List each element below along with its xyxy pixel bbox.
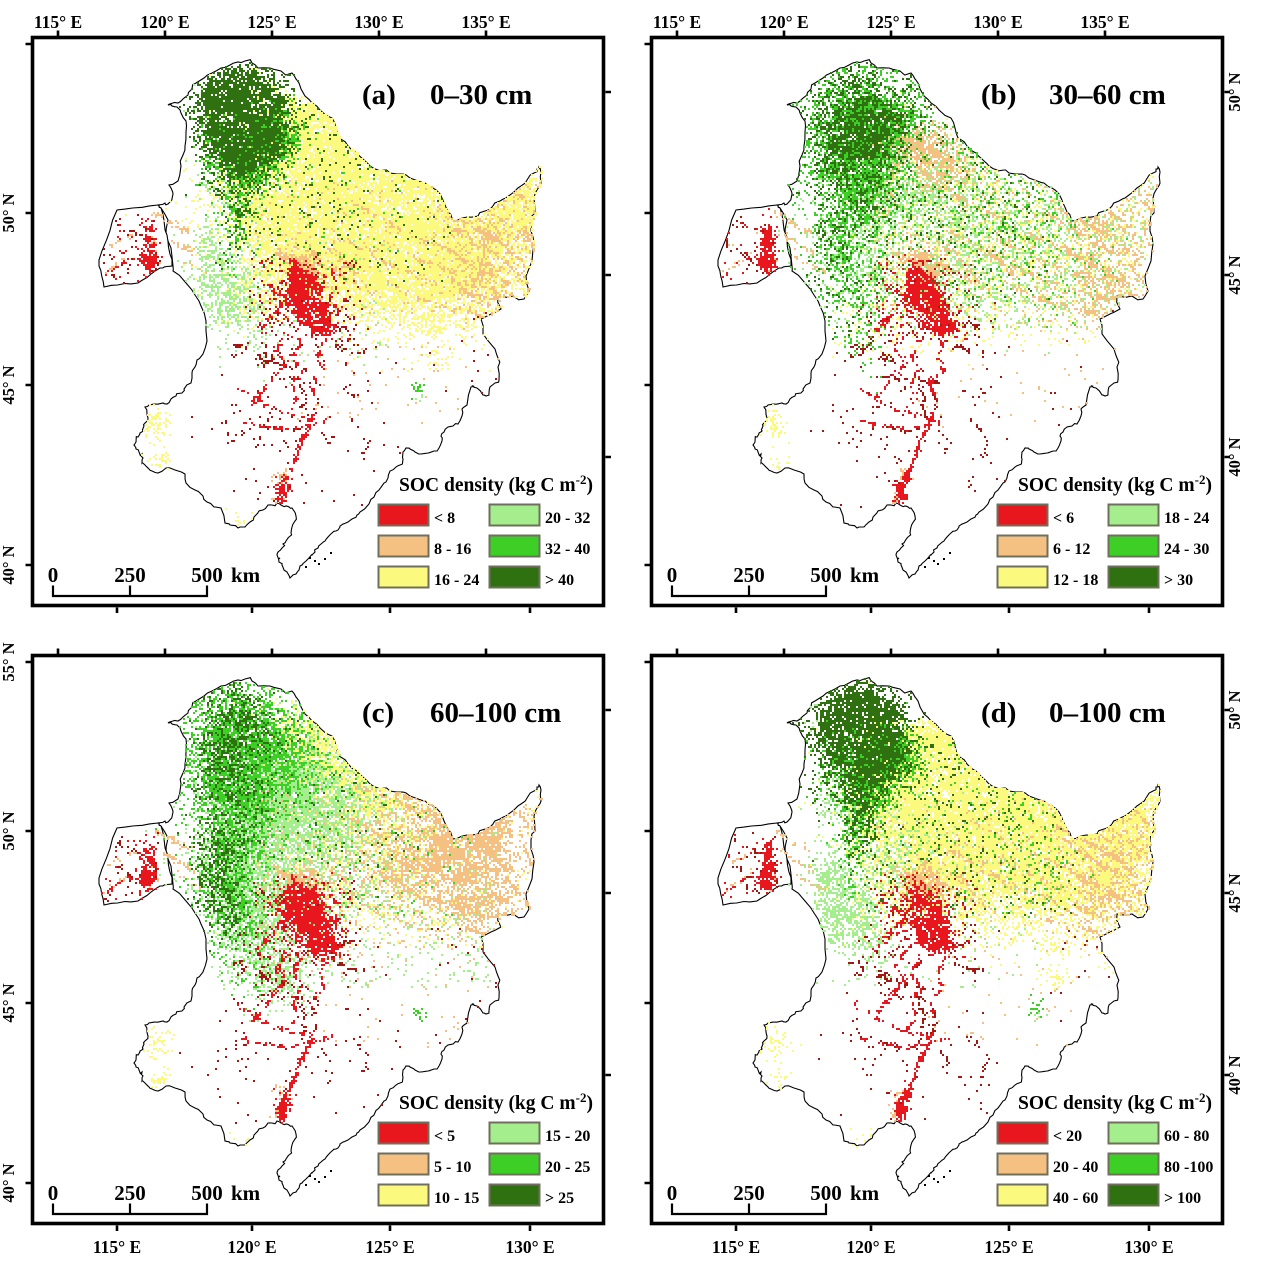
svg-text:SOC density (kg C m-2): SOC density (kg C m-2) <box>399 472 593 496</box>
svg-text:50° N: 50° N <box>1225 72 1244 111</box>
svg-text:500: 500 <box>810 1181 842 1205</box>
svg-text:40° N: 40° N <box>0 545 18 584</box>
svg-text:40° N: 40° N <box>0 1163 18 1202</box>
svg-text:130° E: 130° E <box>354 12 403 32</box>
svg-text:km: km <box>850 563 880 587</box>
svg-text:(c): (c) <box>362 697 394 729</box>
svg-text:< 6: < 6 <box>1053 510 1074 527</box>
svg-text:250: 250 <box>733 563 765 587</box>
svg-text:0–30 cm: 0–30 cm <box>430 79 532 111</box>
svg-text:135° E: 135° E <box>461 12 510 32</box>
svg-text:115° E: 115° E <box>712 1237 760 1257</box>
svg-text:(d): (d) <box>981 697 1016 729</box>
svg-text:km: km <box>231 563 261 587</box>
svg-text:(b): (b) <box>981 79 1016 111</box>
svg-text:SOC density (kg C m-2): SOC density (kg C m-2) <box>399 1090 593 1114</box>
svg-text:500: 500 <box>810 563 842 587</box>
svg-text:< 20: < 20 <box>1053 1128 1082 1145</box>
svg-text:40° N: 40° N <box>1225 437 1244 476</box>
svg-text:50° N: 50° N <box>0 193 18 232</box>
svg-text:SOC density (kg C m-2): SOC density (kg C m-2) <box>1018 1090 1212 1114</box>
svg-text:km: km <box>231 1181 261 1205</box>
svg-text:45° N: 45° N <box>0 365 18 404</box>
svg-text:80 -100: 80 -100 <box>1164 1159 1213 1176</box>
svg-text:40 - 60: 40 - 60 <box>1053 1190 1098 1207</box>
svg-text:20 - 32: 20 - 32 <box>545 510 590 527</box>
svg-text:120° E: 120° E <box>227 1237 276 1257</box>
svg-text:500: 500 <box>191 563 223 587</box>
svg-text:120° E: 120° E <box>846 1237 895 1257</box>
svg-text:< 8: < 8 <box>434 510 455 527</box>
svg-text:115° E: 115° E <box>93 1237 141 1257</box>
svg-text:12 - 18: 12 - 18 <box>1053 572 1098 589</box>
svg-text:125° E: 125° E <box>866 12 915 32</box>
svg-text:16 - 24: 16 - 24 <box>434 572 479 589</box>
svg-text:115° E: 115° E <box>653 12 701 32</box>
svg-text:(a): (a) <box>362 79 396 111</box>
svg-text:< 5: < 5 <box>434 1128 455 1145</box>
svg-text:60 - 80: 60 - 80 <box>1164 1128 1209 1145</box>
svg-text:> 100: > 100 <box>1164 1190 1201 1207</box>
svg-text:6 - 12: 6 - 12 <box>1053 541 1090 558</box>
svg-text:120° E: 120° E <box>759 12 808 32</box>
svg-text:45° N: 45° N <box>0 983 18 1022</box>
svg-text:250: 250 <box>733 1181 765 1205</box>
svg-text:0: 0 <box>48 563 59 587</box>
svg-text:> 25: > 25 <box>545 1190 574 1207</box>
svg-text:500: 500 <box>191 1181 223 1205</box>
svg-text:> 30: > 30 <box>1164 572 1193 589</box>
svg-text:130° E: 130° E <box>505 1237 554 1257</box>
svg-text:130° E: 130° E <box>973 12 1022 32</box>
svg-text:40° N: 40° N <box>1225 1055 1244 1094</box>
svg-text:30–60 cm: 30–60 cm <box>1049 79 1166 111</box>
svg-text:125° E: 125° E <box>365 1237 414 1257</box>
svg-text:18 - 24: 18 - 24 <box>1164 510 1209 527</box>
svg-text:45° N: 45° N <box>1225 255 1244 294</box>
svg-text:32 - 40: 32 - 40 <box>545 541 590 558</box>
svg-text:115° E: 115° E <box>34 12 82 32</box>
svg-text:130° E: 130° E <box>1124 1237 1173 1257</box>
svg-text:55° N: 55° N <box>0 642 18 681</box>
svg-text:0: 0 <box>667 1181 678 1205</box>
svg-text:120° E: 120° E <box>140 12 189 32</box>
svg-text:8 - 16: 8 - 16 <box>434 541 471 558</box>
svg-text:60–100 cm: 60–100 cm <box>430 697 561 729</box>
svg-text:0: 0 <box>48 1181 59 1205</box>
svg-text:45° N: 45° N <box>1225 873 1244 912</box>
svg-text:> 40: > 40 <box>545 572 574 589</box>
svg-text:10 - 15: 10 - 15 <box>434 1190 479 1207</box>
svg-text:SOC density (kg C m-2): SOC density (kg C m-2) <box>1018 472 1212 496</box>
svg-text:24 - 30: 24 - 30 <box>1164 541 1209 558</box>
svg-text:20 - 40: 20 - 40 <box>1053 1159 1098 1176</box>
svg-text:125° E: 125° E <box>247 12 296 32</box>
svg-text:0: 0 <box>667 563 678 587</box>
svg-text:km: km <box>850 1181 880 1205</box>
svg-text:125° E: 125° E <box>984 1237 1033 1257</box>
svg-text:50° N: 50° N <box>0 811 18 850</box>
svg-text:0–100 cm: 0–100 cm <box>1049 697 1166 729</box>
svg-text:20 - 25: 20 - 25 <box>545 1159 590 1176</box>
svg-text:250: 250 <box>114 563 146 587</box>
svg-text:250: 250 <box>114 1181 146 1205</box>
svg-text:135° E: 135° E <box>1080 12 1129 32</box>
svg-text:15 - 20: 15 - 20 <box>545 1128 590 1145</box>
svg-text:5 - 10: 5 - 10 <box>434 1159 471 1176</box>
svg-text:50° N: 50° N <box>1225 690 1244 729</box>
